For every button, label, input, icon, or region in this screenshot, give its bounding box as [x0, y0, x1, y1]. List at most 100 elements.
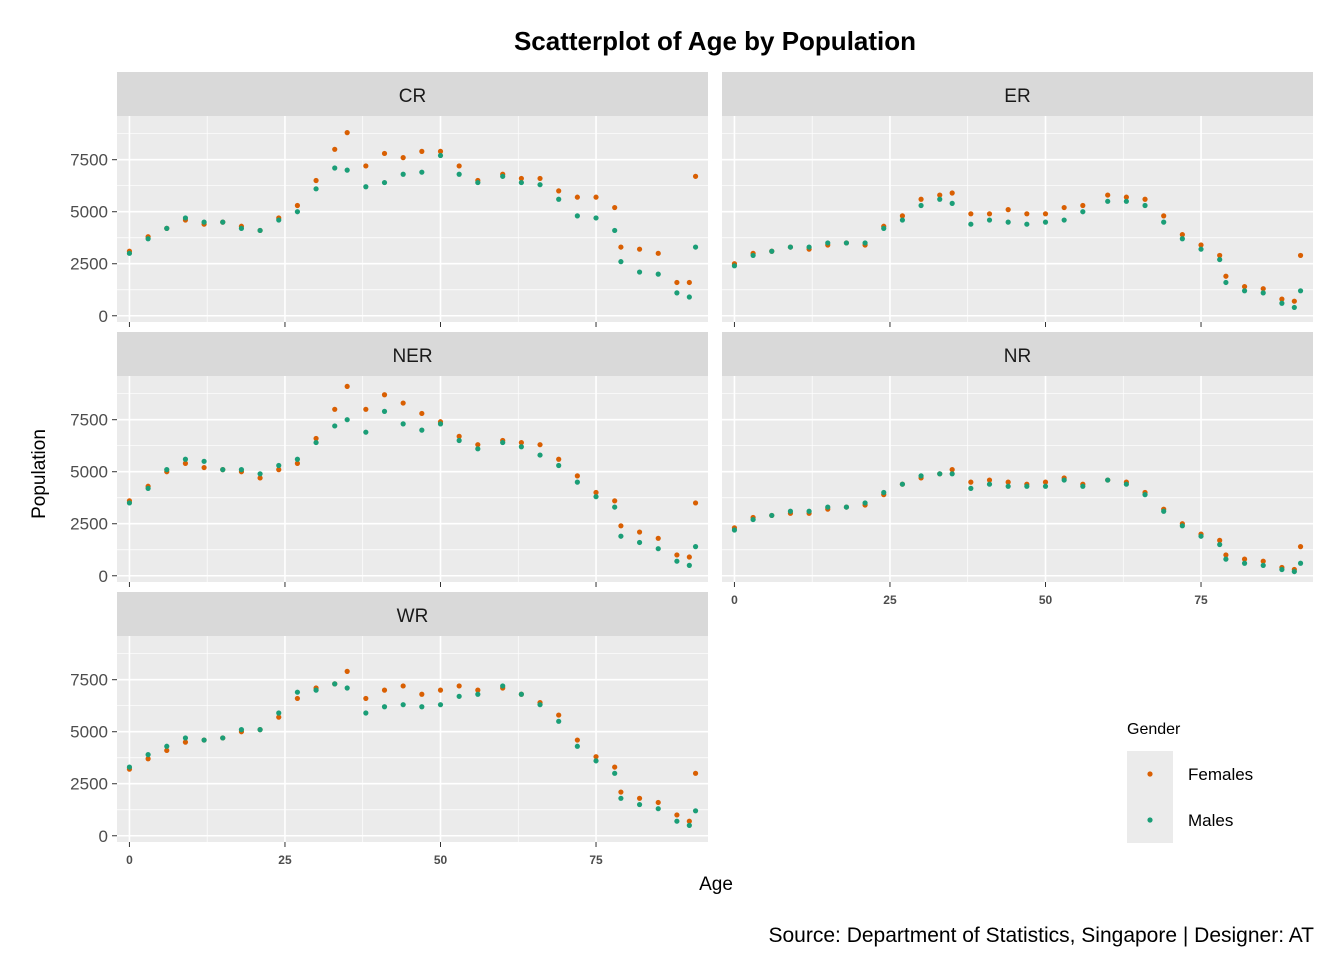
female-point	[1024, 211, 1030, 217]
male-point	[182, 735, 189, 741]
legend-title: Gender	[1127, 721, 1181, 738]
female-point	[1061, 204, 1067, 211]
male-point	[164, 467, 170, 473]
facet-strip-label: ER	[1004, 86, 1030, 107]
facet-strip	[117, 332, 708, 376]
male-point	[238, 467, 245, 473]
male-point	[1297, 288, 1304, 294]
female-point	[593, 754, 599, 760]
male-point	[1105, 198, 1111, 204]
female-point	[182, 739, 189, 745]
female-point	[1260, 286, 1266, 292]
female-point	[1142, 196, 1148, 202]
male-point	[862, 240, 868, 246]
male-point	[731, 527, 738, 533]
female-point	[655, 535, 661, 541]
male-point	[1291, 304, 1297, 311]
male-point	[400, 702, 406, 708]
male-point	[574, 479, 580, 485]
male-point	[475, 179, 481, 186]
facet-strip-label: CR	[399, 86, 426, 107]
male-point	[537, 702, 543, 708]
male-point	[1279, 566, 1285, 573]
female-point	[437, 148, 444, 154]
male-point	[294, 209, 301, 215]
y-tick-label: 2500	[70, 515, 108, 534]
male-point	[692, 244, 699, 250]
legend-label-females: Females	[1188, 765, 1253, 784]
male-point	[332, 165, 338, 171]
male-point	[537, 182, 543, 188]
male-point	[1105, 477, 1111, 483]
female-point	[145, 756, 151, 762]
female-point	[655, 250, 661, 256]
male-point	[574, 743, 580, 749]
male-point	[313, 439, 319, 446]
male-point	[456, 437, 462, 444]
x-tick-label: 50	[434, 853, 448, 867]
male-point	[437, 152, 444, 159]
x-tick-label: 25	[883, 593, 897, 607]
male-point	[986, 481, 993, 487]
male-point	[556, 196, 562, 202]
female-point	[381, 150, 388, 157]
male-point	[1297, 560, 1304, 566]
male-point	[500, 439, 506, 446]
female-point	[574, 194, 580, 200]
x-tick-label: 75	[589, 853, 603, 867]
male-point	[363, 184, 369, 190]
x-axis-title: Age	[699, 874, 733, 895]
female-point	[1217, 252, 1223, 259]
female-point	[363, 406, 369, 412]
male-point	[750, 252, 756, 259]
male-point	[313, 186, 319, 192]
male-point	[276, 217, 282, 223]
y-tick-label: 5000	[70, 723, 108, 742]
male-point	[344, 417, 350, 423]
male-point	[1123, 481, 1129, 487]
female-point	[899, 213, 906, 219]
female-point	[257, 475, 263, 481]
male-point	[731, 263, 738, 269]
female-point	[1297, 544, 1304, 550]
facet-WR: WR 0 2500 5000 7500 0 25 50 75	[70, 592, 708, 867]
male-point	[257, 727, 263, 733]
male-point	[145, 236, 151, 242]
male-point	[769, 248, 775, 254]
male-point	[806, 244, 812, 250]
female-point	[593, 489, 599, 496]
female-point	[313, 435, 319, 442]
male-point	[201, 737, 207, 743]
male-point	[843, 504, 850, 510]
legend-females-marker	[1147, 771, 1153, 777]
male-point	[1179, 236, 1185, 242]
male-point	[344, 167, 350, 173]
male-point	[164, 743, 170, 749]
male-point	[475, 446, 481, 452]
female-point	[574, 473, 580, 479]
female-point	[1217, 537, 1223, 543]
male-point	[556, 462, 562, 469]
male-point	[1142, 202, 1148, 209]
female-point	[276, 467, 282, 473]
male-point	[294, 689, 301, 695]
male-point	[1061, 217, 1067, 223]
female-point	[518, 175, 524, 182]
female-point	[294, 202, 301, 209]
male-point	[655, 546, 661, 552]
female-point	[1198, 242, 1204, 248]
female-point	[636, 795, 643, 801]
male-point	[949, 200, 955, 206]
male-point	[456, 693, 462, 699]
female-point	[1005, 207, 1011, 213]
male-point	[220, 467, 226, 473]
female-point	[636, 529, 643, 535]
male-point	[332, 423, 338, 429]
male-point	[344, 685, 350, 691]
male-point	[400, 171, 406, 177]
female-point	[618, 523, 624, 529]
male-point	[537, 452, 543, 458]
male-point	[618, 533, 624, 539]
male-point	[612, 770, 618, 776]
chart-title: Scatterplot of Age by Population	[514, 26, 916, 56]
